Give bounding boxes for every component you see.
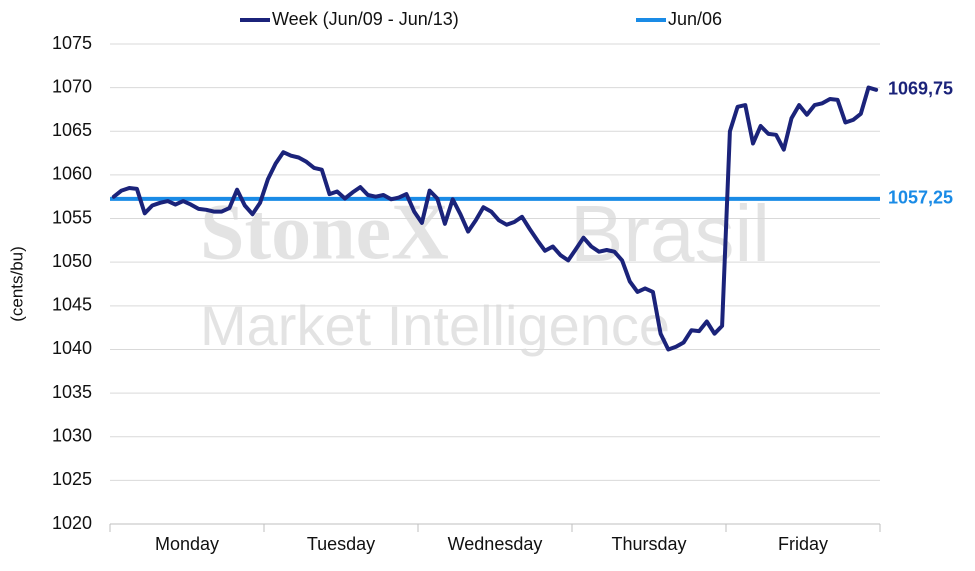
- y-tick-label: 1075: [52, 33, 92, 53]
- x-tick-label: Friday: [778, 534, 828, 554]
- y-tick-label: 1055: [52, 207, 92, 227]
- y-tick-label: 1040: [52, 338, 92, 358]
- x-tick-label: Monday: [155, 534, 219, 554]
- y-tick-label: 1065: [52, 120, 92, 140]
- y-tick-label: 1020: [52, 513, 92, 533]
- watermark-brand2: Brasil: [570, 189, 770, 278]
- y-tick-label: 1030: [52, 425, 92, 445]
- y-tick-label: 1070: [52, 76, 92, 96]
- y-tick-label: 1060: [52, 164, 92, 184]
- end-label: 1069,75: [888, 79, 953, 99]
- y-axis-label: (cents/bu): [7, 246, 26, 322]
- x-tick-label: Wednesday: [448, 534, 543, 554]
- watermark-sub: Market Intelligence: [200, 294, 670, 357]
- legend-label: Jun/06: [668, 9, 722, 29]
- y-tick-label: 1045: [52, 295, 92, 315]
- x-tick-label: Tuesday: [307, 534, 375, 554]
- reference-label: 1057,25: [888, 188, 953, 208]
- y-tick-label: 1025: [52, 469, 92, 489]
- y-tick-label: 1035: [52, 382, 92, 402]
- series-line: [111, 85, 879, 352]
- y-tick-label: 1050: [52, 251, 92, 271]
- legend-label: Week (Jun/09 - Jun/13): [272, 9, 459, 29]
- x-tick-label: Thursday: [611, 534, 686, 554]
- watermark: StoneX Brasil Market Intelligence: [200, 188, 770, 356]
